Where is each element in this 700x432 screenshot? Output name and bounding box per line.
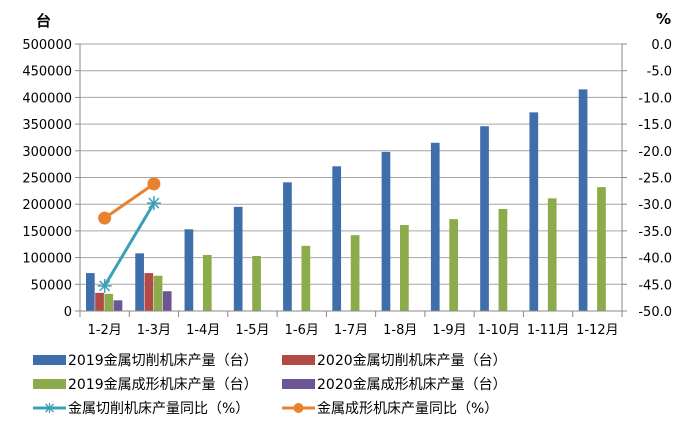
bar [529,112,539,312]
left-tick-label: 350000 [22,118,72,133]
x-tick-label: 1-9月 [432,323,466,338]
x-tick-label: 1-8月 [383,323,417,338]
marker-stroke [99,280,111,292]
left-tick-label: 150000 [22,225,72,240]
series-line [103,202,156,287]
right-tick-label: -35.0 [638,225,672,240]
bar [252,255,261,311]
right-tick-label: -45.0 [638,278,672,293]
legend-label: 2020金属切削机床产量（台） [317,353,507,369]
legend-marker [45,403,54,413]
gridlines [80,43,622,285]
x-tick-label: 1-6月 [285,323,319,338]
legend-item: 金属成形机床产量同比（%） [282,401,498,417]
data-point [146,196,161,211]
x-tick-label: 1-7月 [334,323,368,338]
right-tick-label: -5.0 [647,65,672,80]
bar [301,245,311,311]
bar [480,126,489,312]
bar [153,275,163,311]
bar [144,273,154,311]
bar [95,292,104,311]
legend-label: 2019金属成形机床产量（台） [68,377,258,393]
right-tick-label: -40.0 [638,252,672,267]
left-tick-label: 250000 [22,172,72,187]
legend-label: 2020金属成形机床产量（台） [317,377,507,393]
left-tick-label: 0 [64,305,72,320]
x-tick-label: 1-5月 [235,323,269,338]
legend: 2019金属切削机床产量（台） 2020金属切削机床产量（台） 2019金属成形机床… [33,353,507,417]
data-point [147,177,161,191]
legend-label: 金属切削机床产量同比（%） [68,401,249,417]
bar [113,300,123,311]
x-tick-label: 1-3月 [137,323,171,338]
bar [162,291,172,311]
bar [498,209,508,311]
right-axis-unit: % [656,10,671,28]
bar [381,151,391,311]
right-tick-label: -50.0 [638,305,672,320]
legend-swatch [282,379,315,389]
left-tick-label: 450000 [22,65,72,80]
right-tick-label: -30.0 [638,198,672,213]
x-tick-label: 1-10月 [478,323,521,338]
legend-item: 2020金属成形机床产量（台） [282,377,507,393]
bar [400,225,409,311]
x-tick-label: 1-2月 [88,323,122,338]
right-tick-label: 0.0 [651,38,672,53]
legend-item: 2019金属切削机床产量（台） [33,353,258,369]
bar [184,229,194,311]
bar [578,89,588,311]
left-tick-label: 50000 [31,278,72,293]
bar [135,253,144,311]
legend-item: 金属切削机床产量同比（%） [33,401,249,417]
x-tick-label: 1-11月 [527,323,570,338]
left-tick-label: 100000 [22,252,72,267]
legend-label: 金属成形机床产量同比（%） [317,401,498,417]
x-tick-label: 1-4月 [186,323,220,338]
bar [202,254,212,311]
bar [449,219,459,311]
legend-swatch [33,355,66,365]
right-tick-label: -20.0 [638,145,672,160]
x-tick-label: 1-12月 [576,323,619,338]
bar [597,187,606,311]
lines [97,177,161,293]
bars [86,89,606,312]
legend-marker [293,403,304,413]
bar [233,206,243,311]
bar [332,166,342,311]
bar [86,273,95,311]
right-tick-label: -10.0 [638,91,672,106]
legend-swatch [33,379,66,389]
left-tick-label: 400000 [22,91,72,106]
left-tick-label: 300000 [22,145,72,160]
legend-swatch [282,355,315,365]
legend-label: 2019金属切削机床产量（台） [68,353,258,369]
bar [430,142,440,311]
right-tick-label: -15.0 [638,118,672,133]
data-point [98,211,112,225]
right-tick-label: -25.0 [638,172,672,187]
left-axis-unit: 台 [36,12,51,30]
marker-stroke [148,197,160,209]
axes: 0 50000 100000 150000 200000 250000 300000 3500… [22,38,672,338]
bar [104,293,114,311]
bar [547,198,557,311]
bar [350,235,360,311]
left-tick-label: 500000 [22,38,72,53]
data-point [97,278,112,293]
bar [283,182,292,311]
series-line [103,182,155,220]
legend-item: 2019金属成形机床产量（台） [33,377,258,393]
legend-item: 2020金属切削机床产量（台） [282,353,507,369]
left-tick-label: 200000 [22,198,72,213]
